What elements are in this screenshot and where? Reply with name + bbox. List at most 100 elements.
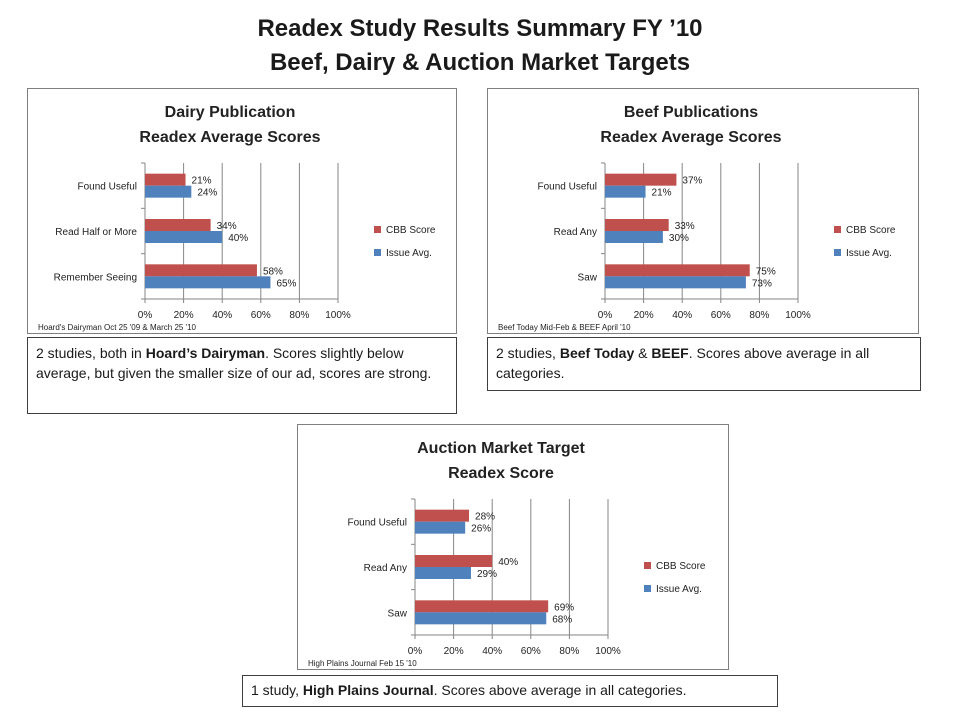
- dairy-chart-title-line1: Dairy Publication: [165, 104, 296, 121]
- dairy-tick-label: 80%: [289, 310, 309, 321]
- dairy-legend-swatch-cbb: [374, 226, 381, 233]
- auction-chart-svg: Auction Market Target Readex Score 0% 20% 40…: [308, 440, 706, 668]
- dairy-bar-issue: [145, 276, 271, 289]
- auction-bar-issue: [415, 612, 547, 625]
- beef-data-label: 30%: [669, 233, 689, 244]
- beef-bar-issue: [605, 231, 663, 243]
- dairy-data-label: 21%: [192, 176, 212, 187]
- auction-source-note: High Plains Journal Feb 15 '10: [308, 659, 417, 668]
- beef-bar-cbb: [605, 264, 750, 277]
- dairy-data-label: 40%: [228, 233, 248, 244]
- dairy-chart-panel: Dairy Publication Readex Average Scores 0%…: [27, 88, 457, 334]
- dairy-tick-label: 100%: [325, 310, 351, 321]
- beef-tick-label: 80%: [749, 310, 769, 321]
- beef-tick-label: 0%: [598, 310, 613, 321]
- dairy-bar-issue: [145, 185, 192, 198]
- dairy-note-text-2: . Scores slightly below average, but giv…: [36, 345, 432, 381]
- beef-note-text-1: 2 studies,: [496, 345, 560, 361]
- auction-category-label: Saw: [388, 608, 408, 619]
- dairy-note: 2 studies, both in Hoard’s Dairyman. Sco…: [27, 337, 457, 414]
- beef-note-text-3: . Scores above average in all categories…: [496, 345, 870, 381]
- beef-note-text-2: &: [634, 345, 652, 361]
- beef-source-note: Beef Today Mid-Feb & BEEF April '10: [498, 323, 631, 332]
- dairy-tick-label: 20%: [174, 310, 194, 321]
- auction-note-text-2: . Scores above average in all categories…: [433, 682, 687, 698]
- auction-note-text-1: 1 study,: [251, 682, 303, 698]
- auction-note: 1 study, High Plains Journal. Scores abo…: [242, 675, 778, 707]
- beef-tick-label: 100%: [785, 310, 811, 321]
- dairy-data-label: 65%: [276, 278, 296, 289]
- dairy-chart-svg: Dairy Publication Readex Average Scores 0%…: [38, 104, 436, 332]
- auction-tick-label: 100%: [595, 646, 621, 657]
- beef-tick-label: 20%: [634, 310, 654, 321]
- beef-note-publication-1: Beef Today: [559, 345, 635, 361]
- dairy-data-label: 24%: [197, 188, 217, 199]
- beef-chart-panel: Beef Publications Readex Average Scores 0%…: [487, 88, 919, 334]
- auction-tick-label: 40%: [482, 646, 502, 657]
- dairy-category-label: Read Half or More: [55, 227, 137, 238]
- auction-legend-swatch-cbb: [644, 562, 651, 569]
- auction-chart-panel: Auction Market Target Readex Score 0% 20% 40…: [297, 424, 729, 670]
- page-title-line2: Beef, Dairy & Auction Market Targets: [269, 49, 691, 76]
- dairy-source-note: Hoard's Dairyman Oct 25 '09 & March 25 '…: [38, 323, 197, 332]
- beef-chart-svg: Beef Publications Readex Average Scores 0%…: [498, 104, 896, 332]
- dairy-tick-label: 60%: [251, 310, 271, 321]
- dairy-tick-label: 40%: [212, 310, 232, 321]
- dairy-bar-issue: [145, 231, 223, 243]
- beef-data-label: 73%: [752, 278, 772, 289]
- beef-data-label: 75%: [756, 266, 776, 277]
- auction-data-label: 69%: [554, 602, 574, 613]
- dairy-bar-cbb: [145, 173, 186, 186]
- dairy-chart-title-line2: Readex Average Scores: [139, 129, 320, 146]
- beef-bar-issue: [605, 276, 746, 289]
- dairy-legend-label-cbb: CBB Score: [386, 225, 436, 236]
- auction-bar-cbb: [415, 509, 470, 522]
- auction-category-label: Read Any: [364, 563, 407, 574]
- auction-tick-label: 60%: [521, 646, 541, 657]
- page-title-line1: Readex Study Results Summary FY ’10: [257, 15, 703, 42]
- beef-tick-label: 60%: [711, 310, 731, 321]
- auction-legend-swatch-issue: [644, 585, 651, 592]
- beef-data-label: 21%: [652, 188, 672, 199]
- beef-chart-title-line2: Readex Average Scores: [600, 129, 781, 146]
- auction-bar-issue: [415, 567, 471, 579]
- auction-chart-title-line2: Readex Score: [448, 465, 554, 482]
- beef-legend-label-cbb: CBB Score: [846, 225, 896, 236]
- auction-tick-label: 20%: [444, 646, 464, 657]
- auction-data-label: 28%: [475, 512, 495, 523]
- dairy-bar-cbb: [145, 219, 211, 231]
- auction-bar-issue: [415, 521, 466, 534]
- beef-chart-title-line1: Beef Publications: [624, 104, 758, 121]
- auction-legend-label-issue: Issue Avg.: [656, 584, 702, 595]
- auction-data-label: 29%: [477, 569, 497, 580]
- beef-bar-issue: [605, 185, 646, 198]
- beef-bar-cbb: [605, 219, 669, 231]
- dairy-category-label: Remember Seeing: [54, 272, 137, 283]
- beef-note: 2 studies, Beef Today & BEEF. Scores abo…: [487, 337, 921, 391]
- dairy-category-label: Found Useful: [78, 182, 137, 193]
- beef-data-label: 33%: [675, 221, 695, 232]
- dairy-data-label: 58%: [263, 266, 283, 277]
- auction-category-label: Found Useful: [348, 518, 407, 529]
- auction-bar-cbb: [415, 600, 549, 613]
- beef-category-label: Saw: [578, 272, 598, 283]
- auction-data-label: 26%: [471, 524, 491, 535]
- dairy-tick-label: 0%: [138, 310, 153, 321]
- auction-bar-cbb: [415, 555, 493, 567]
- dairy-note-publication: Hoard’s Dairyman: [145, 345, 266, 361]
- auction-chart-title-line1: Auction Market Target: [417, 440, 585, 457]
- dairy-note-text-1: 2 studies, both in: [36, 345, 146, 361]
- dairy-legend-label-issue: Issue Avg.: [386, 248, 432, 259]
- auction-legend-label-cbb: CBB Score: [656, 561, 706, 572]
- beef-tick-label: 40%: [672, 310, 692, 321]
- dairy-bar-cbb: [145, 264, 257, 277]
- beef-category-label: Found Useful: [538, 182, 597, 193]
- beef-note-publication-2: BEEF: [651, 345, 689, 361]
- beef-legend-label-issue: Issue Avg.: [846, 248, 892, 259]
- dairy-data-label: 34%: [217, 221, 237, 232]
- auction-data-label: 40%: [498, 557, 518, 568]
- beef-data-label: 37%: [682, 176, 702, 187]
- beef-legend-swatch-issue: [834, 249, 841, 256]
- auction-tick-label: 0%: [408, 646, 423, 657]
- beef-category-label: Read Any: [554, 227, 597, 238]
